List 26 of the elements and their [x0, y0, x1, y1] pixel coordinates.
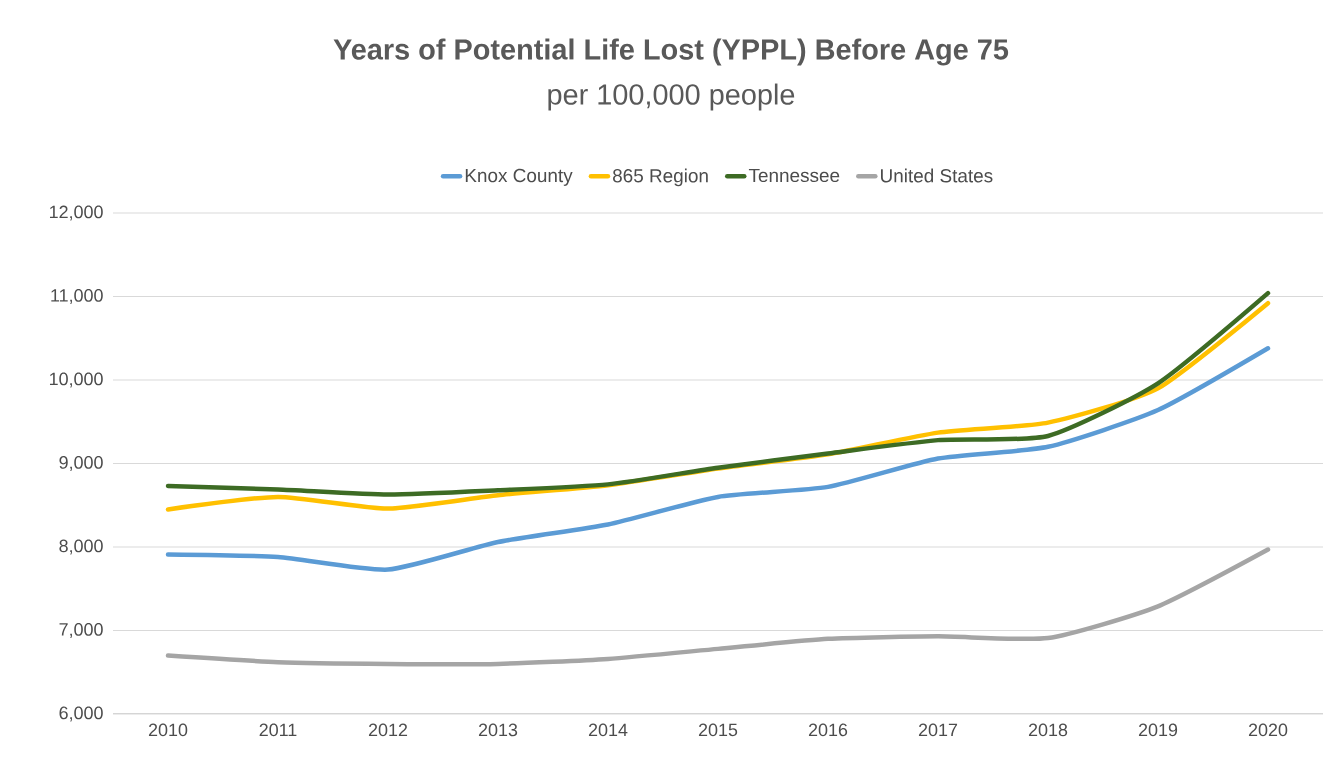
x-tick-label: 2020	[1248, 723, 1288, 737]
y-tick-label: 12,000	[49, 205, 103, 221]
x-tick-label: 2017	[918, 723, 958, 737]
line-series	[165, 547, 1271, 667]
x-tick-label: 2013	[478, 723, 518, 737]
x-tick-label: 2015	[698, 723, 738, 737]
y-tick-label: 11,000	[51, 289, 103, 304]
legend-label: Tennessee	[748, 168, 840, 183]
y-tick-label: 8,000	[59, 539, 103, 555]
x-tick-label: 2014	[588, 723, 628, 737]
y-tick-label: 7,000	[59, 623, 103, 638]
x-tick-label: 2012	[368, 723, 408, 737]
y-tick-label: 6,000	[59, 706, 103, 722]
x-tick-label: 2011	[259, 723, 297, 737]
x-tick-label: 2010	[148, 723, 188, 737]
x-tick-label: 2018	[1028, 723, 1068, 737]
line-series	[165, 346, 1271, 572]
chart-title: Years of Potential Life Lost (YPPL) Before Age 75	[333, 38, 1009, 66]
legend-label: 865 Region	[613, 168, 708, 187]
y-tick-label: 10,000	[49, 372, 103, 388]
chart-subtitle: per 100,000 people	[548, 83, 795, 111]
x-tick-label: 2016	[808, 723, 848, 737]
y-tick-label: 9,000	[59, 456, 103, 471]
legend-label: Knox County	[465, 168, 573, 186]
legend-label: United States	[881, 168, 993, 183]
x-tick-label: 2019	[1138, 723, 1178, 737]
